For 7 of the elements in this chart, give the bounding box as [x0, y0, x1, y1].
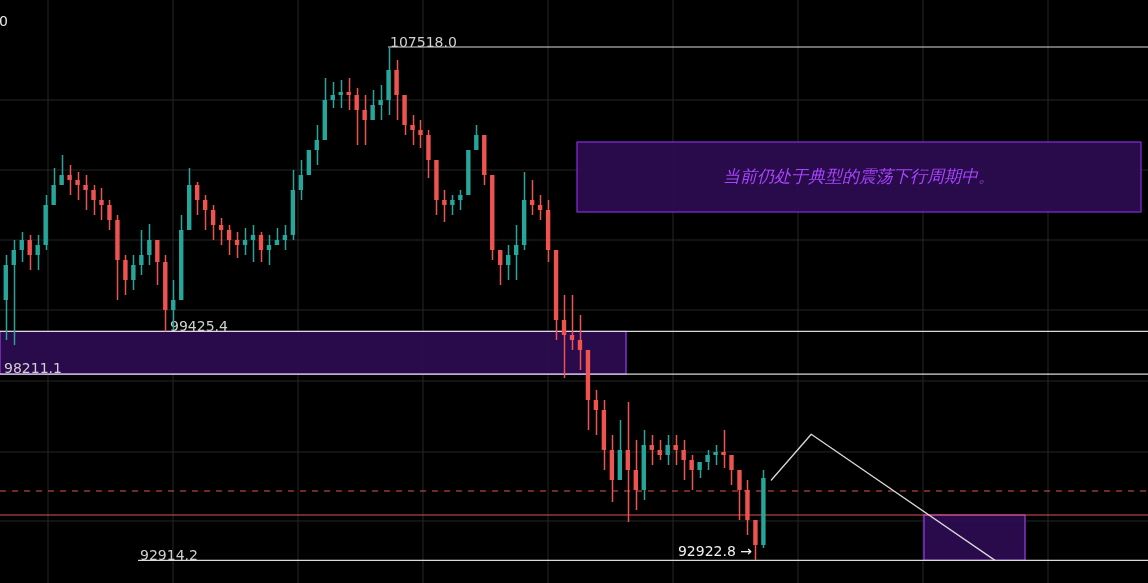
ref-line-label: 92914.2	[140, 547, 198, 564]
ref-line-label: 107518.0	[390, 34, 457, 50]
text: 0	[0, 13, 8, 29]
ref-line-label: 98211.1	[4, 360, 62, 377]
annotation: 92922.8 →	[677, 543, 753, 559]
annotation: 当前仍处于典型的震荡下行周期中。	[723, 166, 995, 186]
ref-line-label: 99425.4	[170, 318, 228, 335]
